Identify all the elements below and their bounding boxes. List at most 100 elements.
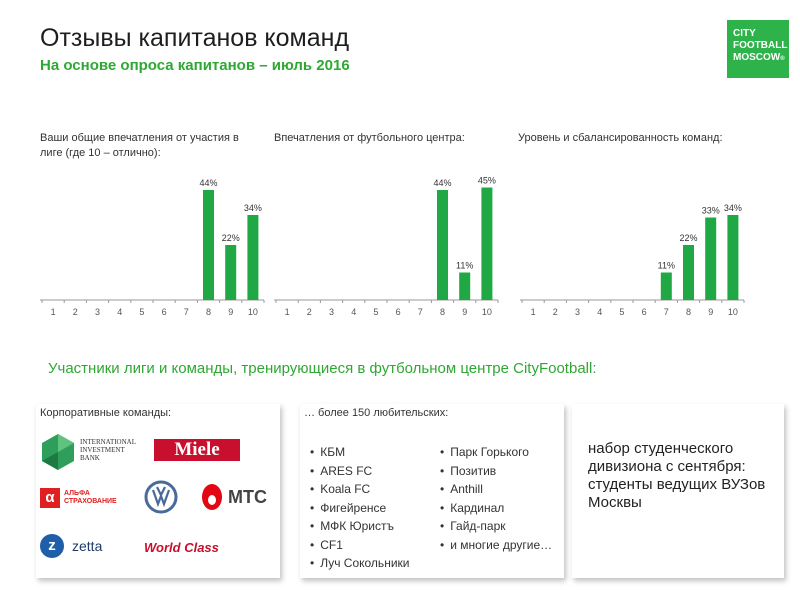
data-label: 34% bbox=[724, 203, 742, 213]
alfa-line-1: АЛЬФА bbox=[64, 490, 90, 497]
team-list-item: Луч Сокольники bbox=[310, 556, 409, 575]
x-tick-label: 2 bbox=[307, 307, 312, 317]
team-list-item: Anthill bbox=[440, 482, 552, 501]
alfa-strahovanie-logo: α АЛЬФА СТРАХОВАНИЕ bbox=[40, 488, 136, 510]
mts-logo: МТС bbox=[200, 482, 272, 512]
cityfootball-logo: CITY FOOTBALL MOSCOW® bbox=[727, 20, 789, 78]
x-tick-label: 1 bbox=[285, 307, 290, 317]
iib-logo: INTERNATIONAL INVESTMENT BANK bbox=[40, 432, 150, 472]
team-list-item: Позитив bbox=[440, 464, 552, 483]
corporate-teams-title: Корпоративные команды: bbox=[40, 407, 172, 419]
team-list-item: CF1 bbox=[310, 538, 409, 557]
iib-line-2: INVESTMENT bbox=[80, 446, 125, 454]
bar bbox=[705, 217, 717, 300]
chart-2: 1 2 3 4 5 6 7 44% 8 11% 9 45% 10 bbox=[274, 176, 499, 317]
bar bbox=[459, 272, 471, 300]
team-list-item: Кардинал bbox=[440, 501, 552, 520]
x-tick-label: 9 bbox=[228, 307, 233, 317]
x-tick-label: 6 bbox=[396, 307, 401, 317]
league-heading: Участники лиги и команды, тренирующиеся … bbox=[48, 360, 597, 377]
bar bbox=[437, 190, 448, 300]
data-label: 34% bbox=[244, 203, 262, 213]
bar bbox=[683, 245, 694, 300]
student-division-text: набор студенческого дивизиона с сентября… bbox=[588, 440, 766, 511]
x-tick-label: 4 bbox=[117, 307, 122, 317]
mts-egg-icon bbox=[202, 484, 222, 510]
chart-1: 1 2 3 4 5 6 7 44% 8 22% 9 34% 10 bbox=[40, 178, 265, 317]
alfa-line-2: СТРАХОВАНИЕ bbox=[64, 498, 117, 505]
x-tick-label: 3 bbox=[575, 307, 580, 317]
data-label: 44% bbox=[433, 178, 451, 188]
chart-3: 1 2 3 4 5 6 11% 7 22% 8 33% 9 34% 10 bbox=[520, 203, 745, 317]
x-tick-label: 5 bbox=[619, 307, 624, 317]
chart-3-title: Уровень и сбалансированность команд: bbox=[518, 132, 723, 144]
data-label: 33% bbox=[702, 206, 720, 216]
iib-emblem-icon bbox=[42, 434, 74, 470]
x-tick-label: 5 bbox=[373, 307, 378, 317]
x-tick-label: 7 bbox=[664, 307, 669, 317]
bar bbox=[727, 215, 739, 300]
x-tick-label: 10 bbox=[482, 307, 492, 317]
corporate-teams-panel: Корпоративные команды: INTERNATIONAL INV… bbox=[36, 404, 280, 578]
world-class-logo: World Class bbox=[144, 540, 219, 555]
x-tick-label: 1 bbox=[51, 307, 56, 317]
amateur-teams-title: … более 150 любительских: bbox=[304, 407, 449, 419]
team-list-item: Фигейренсе bbox=[310, 501, 409, 520]
data-label: 44% bbox=[199, 178, 217, 188]
page-subtitle: На основе опроса капитанов – июль 2016 bbox=[40, 57, 350, 74]
team-list-item: и многие другие… bbox=[440, 538, 552, 557]
x-tick-label: 8 bbox=[440, 307, 445, 317]
x-tick-label: 10 bbox=[728, 307, 738, 317]
team-list-item: Гайд-парк bbox=[440, 519, 552, 538]
x-tick-label: 8 bbox=[206, 307, 211, 317]
x-tick-label: 9 bbox=[462, 307, 467, 317]
logo-line-3: MOSCOW® bbox=[733, 52, 785, 63]
alfa-icon: α bbox=[40, 488, 60, 508]
zetta-icon: z bbox=[40, 534, 64, 558]
logo-line-2: FOOTBALL bbox=[733, 40, 788, 51]
x-tick-label: 3 bbox=[329, 307, 334, 317]
zetta-logo: z zetta bbox=[40, 534, 120, 560]
amateur-list-col-1: КБМARES FCKoala FCФигейренсеМФК ЮристъCF… bbox=[310, 445, 409, 575]
x-tick-label: 4 bbox=[597, 307, 602, 317]
team-list-item: ARES FC bbox=[310, 464, 409, 483]
team-list-item: Парк Горького bbox=[440, 445, 552, 464]
miele-logo: Miele bbox=[154, 439, 240, 461]
chart-1-title: Ваши общие впечатления от участия в лиге… bbox=[40, 132, 239, 159]
x-tick-label: 2 bbox=[73, 307, 78, 317]
volkswagen-logo-icon bbox=[144, 480, 178, 514]
mts-text: МТС bbox=[228, 487, 267, 507]
bar bbox=[247, 215, 259, 300]
x-tick-label: 10 bbox=[248, 307, 258, 317]
bar bbox=[225, 245, 237, 300]
chart-2-title: Впечатления от футбольного центра: bbox=[274, 132, 465, 144]
data-label: 22% bbox=[222, 233, 240, 243]
bar bbox=[660, 272, 672, 300]
x-tick-label: 3 bbox=[95, 307, 100, 317]
bar bbox=[203, 190, 214, 300]
iib-line-3: BANK bbox=[80, 454, 100, 462]
data-label: 11% bbox=[456, 261, 473, 271]
data-label: 45% bbox=[478, 176, 496, 186]
zetta-text: zetta bbox=[72, 538, 103, 554]
x-tick-label: 7 bbox=[184, 307, 189, 317]
data-label: 11% bbox=[658, 261, 675, 271]
x-tick-label: 4 bbox=[351, 307, 356, 317]
x-tick-label: 5 bbox=[139, 307, 144, 317]
x-tick-label: 2 bbox=[553, 307, 558, 317]
student-division-panel: набор студенческого дивизиона с сентября… bbox=[572, 404, 784, 578]
iib-line-1: INTERNATIONAL bbox=[80, 438, 136, 446]
logo-line-1: CITY bbox=[733, 28, 756, 39]
amateur-teams-panel: … более 150 любительских: КБМARES FCKoal… bbox=[300, 404, 564, 578]
team-list-item: КБМ bbox=[310, 445, 409, 464]
x-tick-label: 1 bbox=[531, 307, 536, 317]
x-tick-label: 6 bbox=[642, 307, 647, 317]
team-list-item: МФК Юристъ bbox=[310, 519, 409, 538]
data-label: 22% bbox=[679, 233, 697, 243]
amateur-list-col-2: Парк ГорькогоПозитивAnthillКардиналГайд-… bbox=[440, 445, 552, 556]
team-list-item: Koala FC bbox=[310, 482, 409, 501]
x-tick-label: 9 bbox=[708, 307, 713, 317]
x-tick-label: 8 bbox=[686, 307, 691, 317]
x-tick-label: 6 bbox=[162, 307, 167, 317]
bar bbox=[481, 187, 493, 300]
